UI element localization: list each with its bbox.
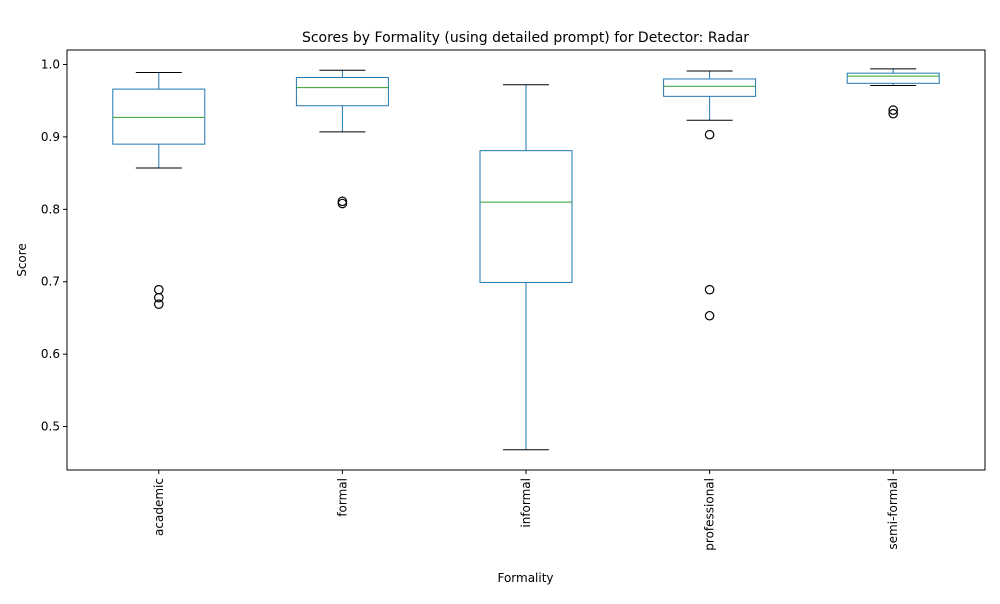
outlier-academic [154,292,164,303]
x-tick-label-informal: informal [519,478,533,528]
x-tick-label-semi-formal: semi-formal [886,478,900,550]
box-professional [663,78,757,97]
y-tick-label: 0.6 [41,347,60,361]
x-axis-label: Formality [497,571,553,585]
box-academic [112,88,206,145]
y-tick-label: 1.0 [41,57,60,71]
y-tick-label: 0.7 [41,275,60,289]
outlier-professional [704,310,715,321]
chart-title: Scores by Formality (using detailed prom… [302,30,749,46]
box-semi-formal [846,72,940,84]
plot-area: 0.5 0.6 0.7 0.8 0.9 1.0 academic formal informal… [41,57,940,551]
box-formal [295,77,389,107]
outlier-academic [154,299,164,309]
outlier-formal [337,198,348,209]
x-tick-label-academic: academic [152,478,166,536]
outlier-semi-formal [888,108,898,119]
box-informal [479,150,573,283]
x-tick-label-formal: formal [335,478,349,517]
y-axis-label: Score [15,243,29,277]
outlier-professional [704,284,715,295]
x-tick-label-professional: professional [703,478,717,551]
y-tick-label: 0.8 [41,202,60,216]
outlier-academic [154,284,164,295]
plot-frame [66,49,986,471]
outlier-semi-formal [888,105,898,115]
y-tick-label: 0.5 [41,420,60,434]
outlier-professional [704,129,715,140]
y-tick-label: 0.9 [41,130,60,144]
